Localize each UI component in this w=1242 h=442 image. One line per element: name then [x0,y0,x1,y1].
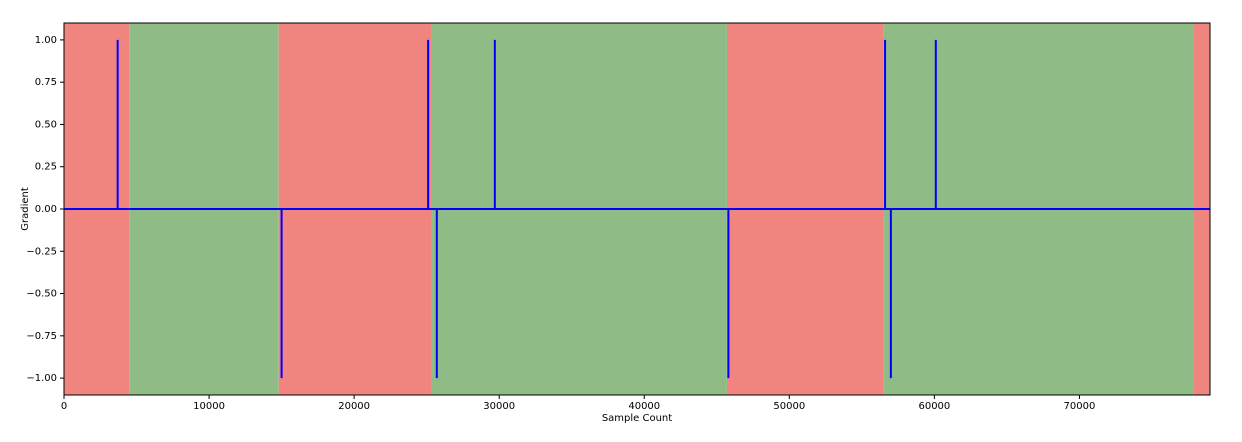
y-tick-label: 1.00 [35,35,57,46]
x-tick-label: 70000 [1064,401,1096,412]
x-tick-label: 50000 [773,401,805,412]
y-tick-label: 0.25 [35,162,57,173]
y-axis-label: Gradient [20,187,31,231]
data-line [64,39,1210,379]
y-tick-label: −0.50 [26,289,57,300]
y-tick-label: 0.75 [35,77,57,88]
x-tick-label: 10000 [193,401,225,412]
y-tick-label: −1.00 [26,373,57,384]
y-tick-label: −0.25 [26,246,57,257]
y-tick-label: −0.75 [26,331,57,342]
x-axis-label: Sample Count [602,413,672,424]
x-tick-label: 60000 [918,401,950,412]
x-tick-label: 20000 [338,401,370,412]
x-tick-label: 0 [61,401,67,412]
x-tick-label: 30000 [483,401,515,412]
x-tick-label: 40000 [628,401,660,412]
y-tick-label: 0.50 [35,119,57,130]
y-tick-label: 0.00 [35,204,57,215]
